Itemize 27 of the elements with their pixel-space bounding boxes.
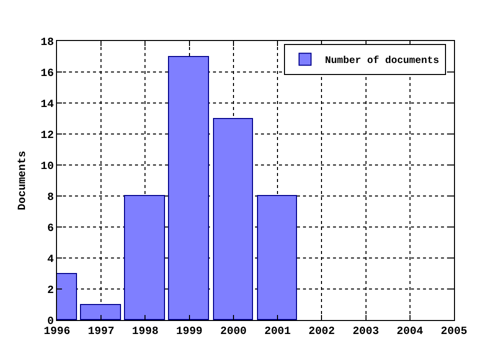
y-tick-label: 0 xyxy=(47,316,54,328)
x-tick-label: 1996 xyxy=(44,326,70,338)
x-tick-label: 2005 xyxy=(440,326,468,338)
x-tick-label: 2003 xyxy=(352,326,380,338)
y-tick-label: 18 xyxy=(40,36,54,49)
bar xyxy=(80,304,121,320)
y-tick-label: 14 xyxy=(40,98,54,111)
y-tick-label: 16 xyxy=(40,68,54,80)
y-tick-label: 2 xyxy=(47,284,54,297)
x-tick-label: 2000 xyxy=(220,326,247,338)
legend-label: Number of documents xyxy=(325,55,440,68)
x-tick-label: 1998 xyxy=(132,326,159,338)
x-tick-label: 2004 xyxy=(396,326,424,338)
y-tick-label: 12 xyxy=(40,130,54,142)
y-tick-label: 4 xyxy=(47,254,54,266)
bar xyxy=(124,195,165,320)
y-tick-label: 6 xyxy=(47,222,54,235)
x-tick-label: 2002 xyxy=(308,326,335,338)
bar xyxy=(213,118,253,320)
x-tick-label: 2001 xyxy=(264,326,292,338)
x-tick-label: 1999 xyxy=(176,326,203,338)
y-axis-title: Documents xyxy=(17,150,29,210)
x-tick-label: 1997 xyxy=(88,326,114,338)
bar xyxy=(168,56,209,320)
y-tick-label: 8 xyxy=(47,192,54,204)
y-tick-label: 10 xyxy=(40,160,54,173)
bar xyxy=(257,195,297,320)
